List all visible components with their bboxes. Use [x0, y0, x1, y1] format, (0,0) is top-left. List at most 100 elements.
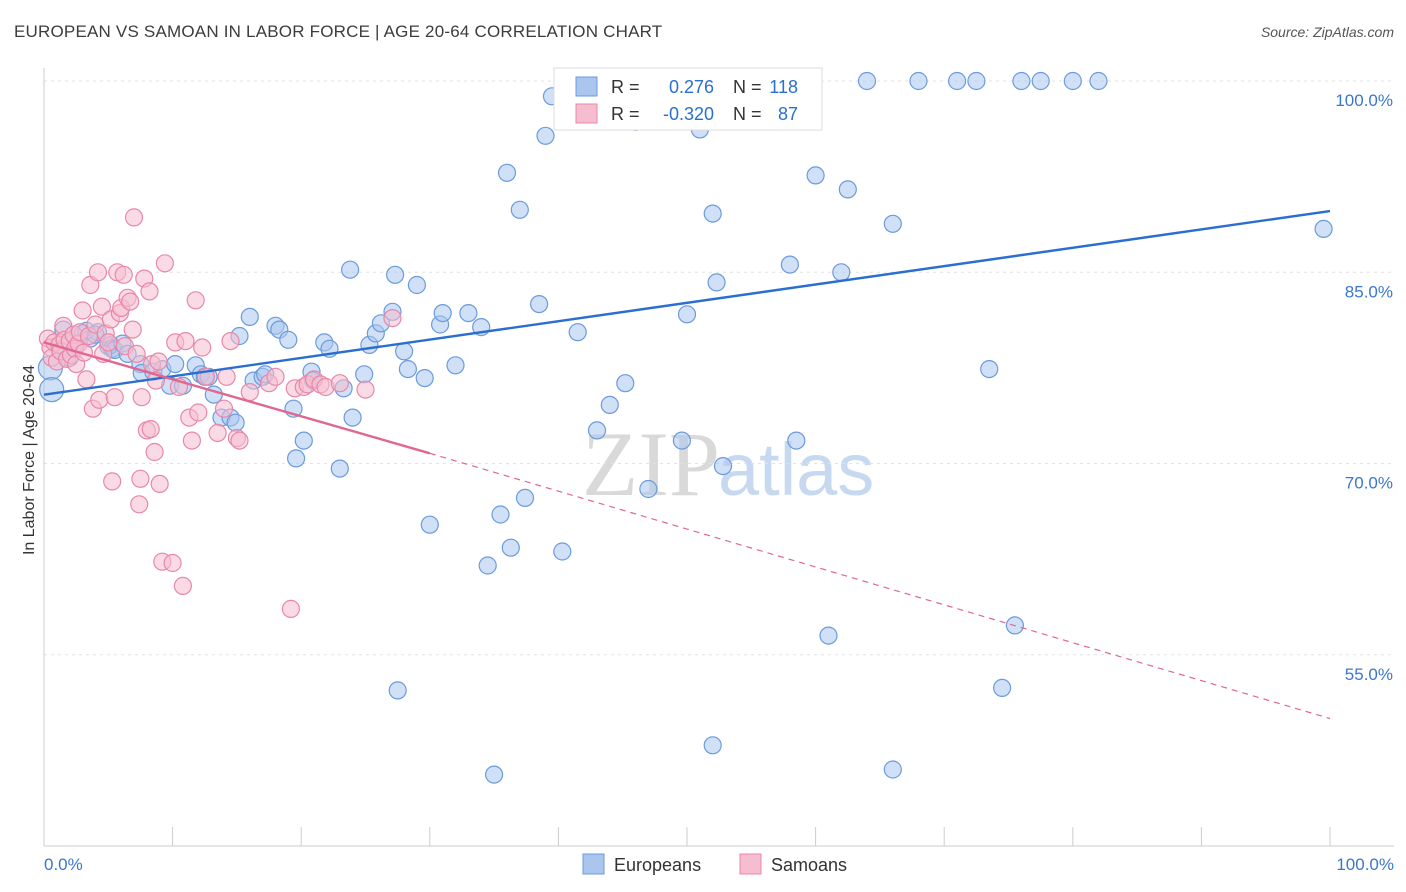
- samoans-point: [145, 442, 164, 462]
- samoans-point: [182, 431, 201, 450]
- legend-europeans-label: Europeans: [614, 855, 701, 875]
- y-tick-label-70: 70.0%: [1345, 474, 1393, 493]
- europeans-point: [330, 459, 349, 478]
- samoans-trend-line-dashed: [429, 452, 1331, 720]
- samoans-point: [214, 399, 234, 418]
- samoans-point: [141, 420, 160, 439]
- samoans-point: [77, 370, 96, 389]
- samoans-point: [189, 403, 208, 422]
- europeans-point: [485, 765, 504, 784]
- europeans-point: [39, 377, 65, 403]
- europeans-point: [459, 304, 478, 323]
- europeans-point: [501, 538, 520, 557]
- europeans-point: [806, 166, 825, 185]
- samoans-point: [150, 474, 169, 493]
- europeans-point: [967, 71, 986, 91]
- samoans-point: [356, 380, 375, 399]
- europeans-point: [616, 374, 635, 393]
- europeans-point: [568, 323, 587, 342]
- x-tick-label-max: 100.0%: [1336, 855, 1394, 874]
- samoans-point: [230, 431, 249, 450]
- samoans-point: [123, 320, 142, 339]
- europeans-point: [992, 678, 1012, 698]
- europeans-point: [587, 421, 607, 440]
- samoans-point: [186, 291, 205, 310]
- samoans-point: [266, 367, 285, 386]
- europeans-point: [639, 479, 658, 499]
- europeans-point: [294, 431, 313, 450]
- europeans-point: [279, 330, 298, 349]
- europeans-point: [388, 681, 407, 700]
- europeans-point: [240, 307, 259, 326]
- europeans-point: [497, 163, 517, 182]
- x-tick-label-min: 0.0%: [44, 855, 83, 874]
- europeans-point: [510, 200, 529, 219]
- samoans-point: [176, 332, 195, 351]
- legend-samoans-swatch: [739, 853, 762, 875]
- samoans-r-value: -0.320: [663, 104, 714, 124]
- series-legend: Europeans Samoans: [582, 853, 847, 875]
- europeans-point: [226, 413, 245, 432]
- samoans-point: [240, 383, 259, 402]
- europeans-point: [780, 255, 800, 274]
- europeans-point: [433, 304, 452, 323]
- gridlines: [44, 80, 1394, 656]
- samoans-point: [193, 338, 212, 357]
- europeans-point: [386, 265, 405, 284]
- samoans-point: [99, 333, 118, 352]
- europeans-point: [1031, 71, 1050, 91]
- europeans-point: [553, 542, 572, 561]
- europeans-point: [529, 295, 549, 314]
- y-tick-label-100: 100.0%: [1335, 91, 1393, 110]
- samoans-point: [173, 576, 192, 596]
- europeans-point: [415, 369, 434, 388]
- samoans-point: [124, 208, 144, 227]
- europeans-point: [672, 431, 692, 450]
- samoans-point: [131, 469, 150, 488]
- europeans-point: [166, 355, 185, 374]
- samoans-point: [281, 599, 300, 619]
- europeans-point: [600, 395, 619, 414]
- y-tick-labels: 100.0% 85.0% 70.0% 55.0%: [1335, 91, 1393, 684]
- samoans-point: [140, 282, 159, 301]
- samoans-points: [38, 208, 402, 619]
- legend-europeans-swatch: [582, 853, 605, 875]
- europeans-point: [395, 342, 414, 361]
- y-tick-label-85: 85.0%: [1345, 282, 1393, 301]
- europeans-point: [883, 214, 902, 233]
- europeans-point: [787, 431, 806, 450]
- europeans-point: [407, 275, 426, 295]
- europeans-point: [341, 260, 360, 279]
- samoans-n-value: 87: [778, 104, 798, 124]
- europeans-point: [491, 505, 510, 524]
- y-axis-label: In Labor Force | Age 20-64: [21, 364, 38, 556]
- europeans-n-label: N =: [733, 77, 762, 97]
- legend-samoans-label: Samoans: [771, 855, 847, 875]
- europeans-point: [398, 360, 417, 379]
- europeans-point: [980, 360, 999, 379]
- samoans-point: [90, 390, 109, 409]
- samoans-point: [88, 263, 108, 282]
- samoans-point: [114, 265, 133, 284]
- europeans-point: [713, 457, 733, 476]
- europeans-point: [1089, 71, 1108, 91]
- samoans-point: [127, 344, 146, 363]
- samoans-point: [130, 495, 149, 514]
- europeans-point: [343, 408, 362, 427]
- samoans-point: [73, 301, 92, 320]
- europeans-r-label: R =: [611, 77, 640, 97]
- samoans-point: [92, 297, 112, 316]
- europeans-point: [1314, 219, 1333, 238]
- europeans-point: [832, 263, 851, 282]
- samoans-trend-line: [43, 341, 431, 455]
- source-credit: Source: ZipAtlas.com: [1260, 24, 1394, 40]
- europeans-point: [707, 273, 726, 292]
- axes: [43, 68, 1394, 847]
- samoans-point: [103, 472, 122, 491]
- europeans-point: [446, 356, 465, 375]
- samoans-r-label: R =: [611, 104, 640, 124]
- europeans-point: [819, 626, 838, 645]
- samoans-point: [383, 309, 402, 328]
- samoans-point: [121, 292, 140, 311]
- chart-title: EUROPEAN VS SAMOAN IN LABOR FORCE | AGE …: [14, 22, 663, 41]
